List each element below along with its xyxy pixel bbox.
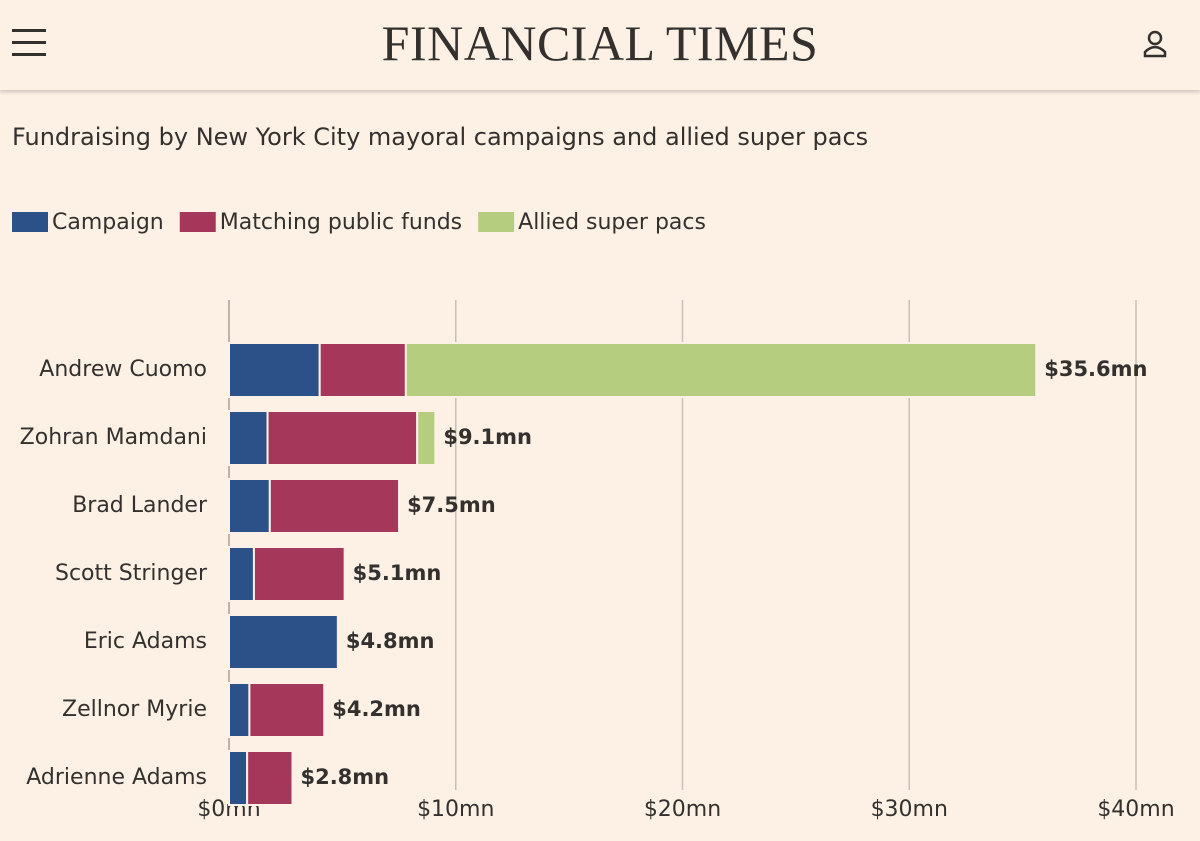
y-tick-label: Scott Stringer [55, 561, 208, 586]
chart: Fundraising by New York City mayoral cam… [12, 123, 1175, 822]
bar-segment [252, 546, 346, 602]
bar-segment [228, 410, 269, 466]
bar-segment [228, 682, 251, 738]
bar-segment [228, 614, 339, 670]
y-tick-label: Adrienne Adams [26, 765, 207, 790]
x-tick-label: $20mn [644, 797, 721, 822]
x-tick-label: $40mn [1097, 797, 1174, 822]
chart-title: Fundraising by New York City mayoral cam… [12, 123, 868, 151]
y-tick-label: Brad Lander [72, 493, 208, 518]
total-label: $2.8mn [300, 765, 389, 789]
total-label: $7.5mn [407, 493, 496, 517]
bar-segment [228, 342, 321, 398]
x-tick-label: $10mn [417, 797, 494, 822]
bar-segment [228, 750, 249, 806]
y-tick-label: Eric Adams [84, 629, 207, 654]
legend-label: Campaign [52, 210, 164, 235]
total-label: $5.1mn [353, 561, 442, 585]
bar-segment [228, 546, 255, 602]
menu-button[interactable] [10, 23, 50, 63]
bar-segment [318, 342, 407, 398]
legend-swatch [12, 212, 48, 232]
legend-label: Allied super pacs [518, 210, 706, 235]
legend-swatch [478, 212, 515, 232]
total-label: $4.8mn [346, 629, 435, 653]
account-button[interactable] [1140, 28, 1170, 62]
y-tick-label: Andrew Cuomo [39, 357, 207, 382]
y-tick-label: Zohran Mamdani [20, 425, 207, 450]
legend-label: Matching public funds [220, 210, 462, 235]
bar-segment [268, 478, 401, 534]
bar-segment [228, 478, 271, 534]
total-label: $9.1mn [443, 425, 532, 449]
bar-segment [266, 410, 419, 466]
bar-segment [416, 410, 437, 466]
total-label: $35.6mn [1044, 357, 1147, 381]
bar-segment [246, 750, 294, 806]
x-tick-label: $30mn [871, 797, 948, 822]
total-label: $4.2mn [332, 697, 421, 721]
brand-title[interactable]: FINANCIAL TIMES [381, 15, 819, 71]
legend-swatch [179, 212, 216, 232]
bar-segment [404, 342, 1038, 398]
bar-segment [248, 682, 326, 738]
site-header: FINANCIAL TIMES [0, 0, 1200, 90]
y-tick-label: Zellnor Myrie [62, 697, 207, 722]
